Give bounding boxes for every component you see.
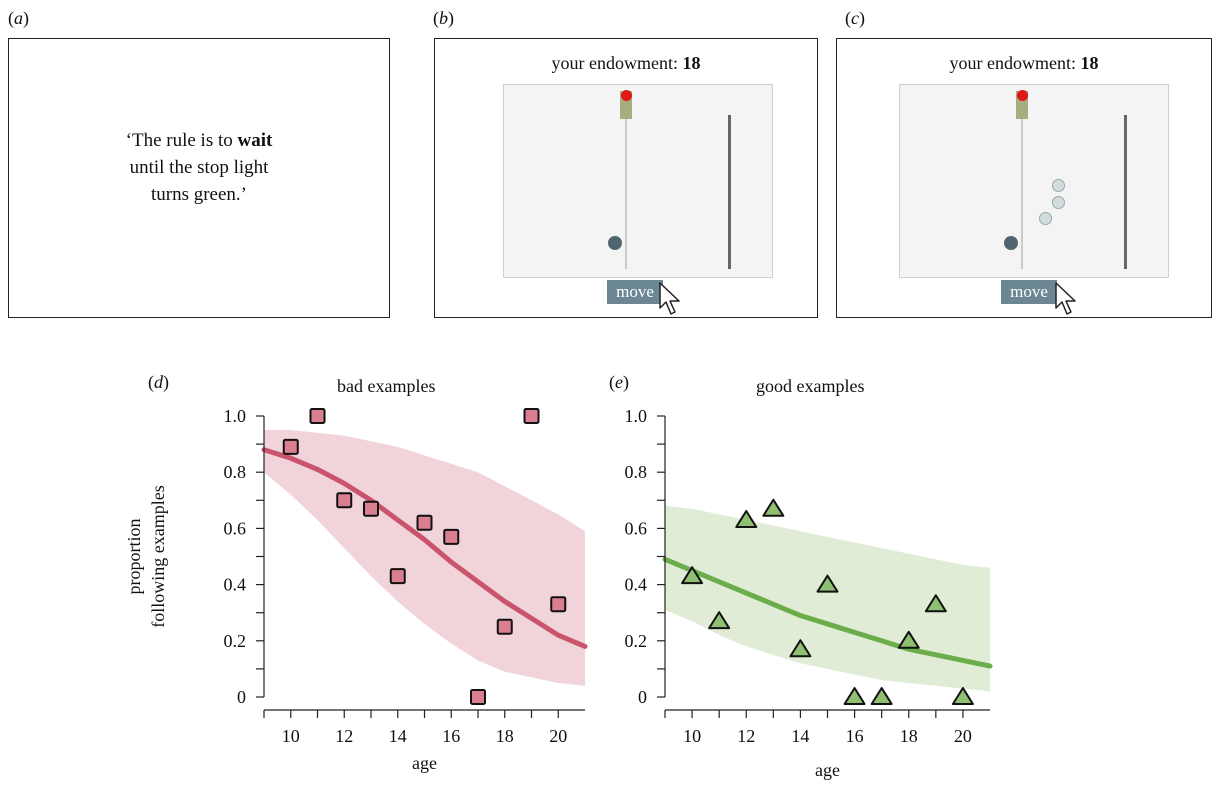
- data-point-square: [282, 438, 299, 455]
- endowment-label: your endowment:: [551, 53, 683, 73]
- player-ball: [608, 236, 622, 250]
- other-player-ball: [1039, 212, 1052, 225]
- data-point-square: [550, 596, 567, 613]
- x-tick-label: 20: [549, 726, 567, 746]
- data-point-square: [523, 408, 540, 424]
- x-tick-label: 14: [389, 726, 407, 746]
- data-point-square: [496, 618, 513, 635]
- fit-line: [662, 556, 993, 669]
- x-tick-label: 20: [954, 726, 972, 746]
- x-tick-label: 18: [900, 726, 918, 746]
- x-tick-label: 16: [442, 726, 460, 746]
- data-point-square: [470, 689, 486, 705]
- chart-e-title: good examples: [756, 376, 865, 396]
- y-tick-label: 0.6: [625, 518, 648, 538]
- endowment-value: 18: [1080, 53, 1099, 73]
- confidence-band: [665, 505, 990, 692]
- x-tick-label: 18: [496, 726, 514, 746]
- chart-good-examples: 0 0.2 0.4 0.6 0.8 1.0 10 12 14 16 18 20 age: [625, 406, 993, 780]
- rule-text: ‘The rule is to wait until the stop ligh…: [9, 127, 389, 208]
- y-tick-label: 0.8: [625, 462, 648, 482]
- y-tick-label: 1.0: [625, 406, 648, 426]
- x-tick-label: 16: [846, 726, 864, 746]
- other-player-ball: [1052, 196, 1065, 209]
- move-button[interactable]: move: [1001, 280, 1057, 304]
- fit-line: [261, 447, 588, 649]
- y-tick-label: 0: [237, 687, 246, 707]
- endowment-value: 18: [682, 53, 701, 73]
- player-ball: [1004, 236, 1018, 250]
- game-screen-b: your endowment: 18 move: [434, 38, 818, 318]
- y-tick-label: 1.0: [224, 406, 247, 426]
- data-point-square: [363, 500, 379, 517]
- stoplight-pole: [625, 117, 627, 269]
- y-axis-label: proportion following examples: [124, 485, 168, 627]
- y-tick-label: 0.6: [224, 518, 247, 538]
- panel-a-letter: (a): [8, 8, 29, 28]
- data-point-triangle: [735, 509, 758, 528]
- y-tick-label: 0.4: [224, 575, 247, 595]
- rule-line-3: turns green.’: [150, 184, 248, 205]
- mouse-cursor-icon: [659, 282, 680, 315]
- endowment-text: your endowment: 18: [435, 53, 817, 74]
- y-tick-label: 0.2: [224, 631, 247, 651]
- y-axis-label-line1: proportion: [124, 519, 144, 595]
- data-point-square: [309, 408, 326, 424]
- x-axis-label: age: [815, 760, 840, 780]
- chart-d-title: bad examples: [337, 376, 436, 396]
- y-tick-label: 0.4: [625, 575, 648, 595]
- data-point-square: [443, 528, 460, 545]
- y-tick-label: 0: [638, 687, 647, 707]
- game-area: [503, 84, 773, 278]
- data-point-triangle: [708, 611, 731, 630]
- stoplight-pole: [1021, 117, 1023, 269]
- rule-card: ‘The rule is to wait until the stop ligh…: [8, 38, 390, 318]
- data-point-square: [336, 492, 353, 509]
- data-point-triangle: [843, 687, 866, 705]
- chart-bad-examples: 0 0.2 0.4 0.6 0.8 1.0 10 12 14 16 18 20 age proportio…: [124, 406, 588, 773]
- data-point-square: [389, 568, 406, 585]
- endowment-text: your endowment: 18: [837, 53, 1211, 74]
- data-point-triangle: [951, 687, 974, 705]
- x-tick-label: 12: [335, 726, 353, 746]
- rule-line-2: until the stop light: [129, 157, 269, 178]
- panel-b-letter: (b): [433, 8, 454, 28]
- data-point-square: [416, 514, 433, 531]
- game-area: [899, 84, 1169, 278]
- data-point-triangle: [816, 574, 839, 593]
- rule-keyword: wait: [237, 130, 273, 151]
- data-point-triangle: [789, 639, 812, 658]
- finish-line: [1124, 115, 1127, 269]
- data-point-triangle: [762, 498, 785, 517]
- x-tick-label: 14: [791, 726, 809, 746]
- red-light-icon: [1017, 90, 1028, 101]
- panel-d-letter: (d): [148, 372, 169, 392]
- game-screen-c: your endowment: 18 move: [836, 38, 1212, 318]
- data-point-triangle: [870, 687, 893, 705]
- x-tick-label: 12: [737, 726, 755, 746]
- data-point-triangle: [924, 594, 947, 613]
- y-tick-label: 0.8: [224, 462, 247, 482]
- data-point-triangle: [897, 630, 920, 649]
- data-point-triangle: [681, 566, 704, 585]
- other-player-ball: [1052, 179, 1065, 192]
- y-axis-label-line2: following examples: [148, 485, 168, 627]
- red-light-icon: [621, 90, 632, 101]
- panel-e-letter: (e): [609, 372, 629, 392]
- mouse-cursor-icon: [1055, 282, 1076, 315]
- x-tick-label: 10: [683, 726, 701, 746]
- x-tick-label: 10: [282, 726, 300, 746]
- finish-line: [728, 115, 731, 269]
- y-tick-label: 0.2: [625, 631, 648, 651]
- x-axis-label: age: [412, 753, 437, 773]
- move-button[interactable]: move: [607, 280, 663, 304]
- panel-c-letter: (c): [845, 8, 865, 28]
- endowment-label: your endowment:: [949, 53, 1081, 73]
- rule-line-1: ‘The rule is to: [125, 130, 238, 151]
